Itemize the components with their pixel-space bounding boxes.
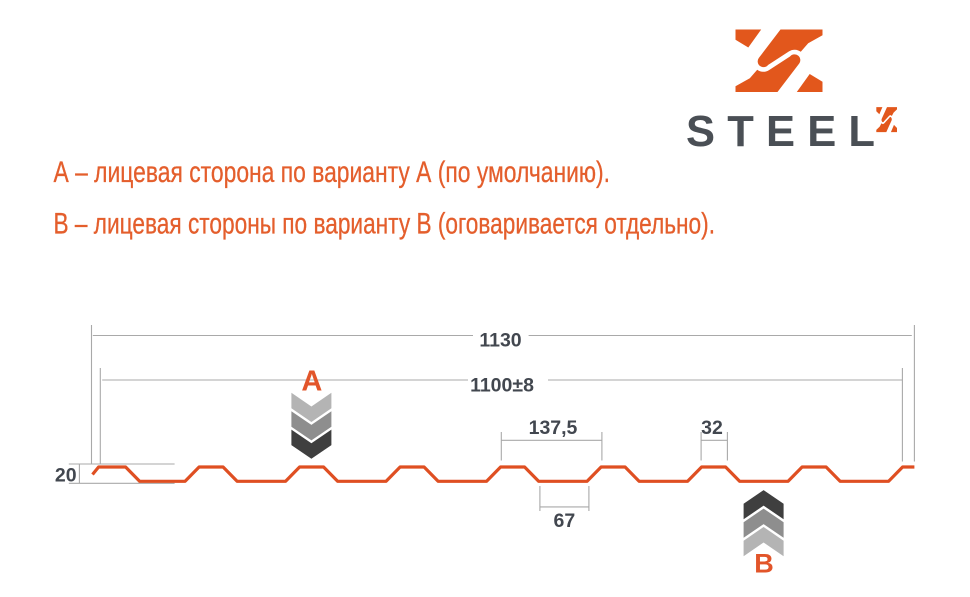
svg-text:А – лицевая сторона по вариант: А – лицевая сторона по варианту А (по ум… bbox=[54, 156, 611, 189]
svg-text:А: А bbox=[301, 366, 322, 398]
svg-text:1130: 1130 bbox=[479, 330, 521, 352]
svg-text:1100±8: 1100±8 bbox=[470, 375, 534, 397]
svg-text:67: 67 bbox=[554, 510, 576, 532]
svg-text:137,5: 137,5 bbox=[529, 417, 578, 439]
svg-text:32: 32 bbox=[701, 417, 723, 439]
svg-text:В – лицевая стороны по вариант: В – лицевая стороны по варианту В (огова… bbox=[54, 207, 716, 240]
svg-text:20: 20 bbox=[55, 465, 77, 487]
svg-text:STEEL: STEEL bbox=[686, 108, 887, 156]
svg-text:В: В bbox=[754, 548, 774, 578]
